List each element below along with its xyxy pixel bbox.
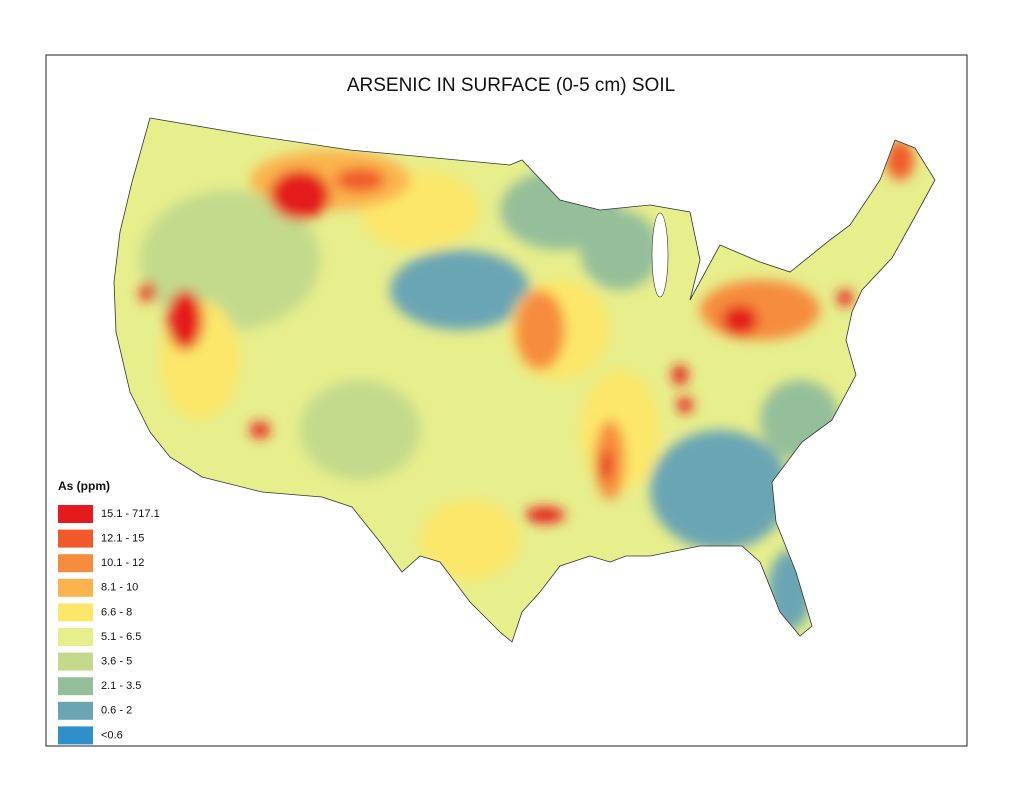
legend-swatch — [58, 677, 93, 696]
legend-swatch — [58, 578, 93, 597]
legend-label: 6.6 - 8 — [101, 606, 132, 618]
legend-label: 5.1 - 6.5 — [101, 631, 141, 643]
legend-swatch — [58, 628, 93, 646]
legend-label: 8.1 - 10 — [101, 582, 138, 594]
lake-michigan — [651, 212, 669, 298]
legend: 15.1 - 717.1 12.1 - 15 10.1 - 12 8.1 - 10 6.… — [58, 505, 160, 745]
legend-swatch — [58, 554, 93, 573]
legend-label: 10.1 - 12 — [101, 557, 144, 569]
map-title: ARSENIC IN SURFACE (0-5 cm) SOIL — [347, 75, 675, 96]
legend-label: 12.1 - 15 — [101, 533, 144, 545]
legend-swatch — [58, 652, 93, 671]
legend-label: <0.6 — [101, 729, 123, 741]
legend-swatch — [58, 505, 93, 523]
legend-swatch — [58, 726, 93, 745]
legend-label: 2.1 - 3.5 — [101, 680, 141, 692]
legend-label: 0.6 - 2 — [101, 705, 132, 717]
legend-swatch — [58, 701, 93, 720]
legend-swatch — [58, 529, 93, 548]
legend-label: 15.1 - 717.1 — [101, 508, 160, 520]
legend-label: 3.6 - 5 — [101, 656, 132, 668]
legend-title: As (ppm) — [58, 479, 110, 493]
legend-swatch — [58, 603, 93, 622]
